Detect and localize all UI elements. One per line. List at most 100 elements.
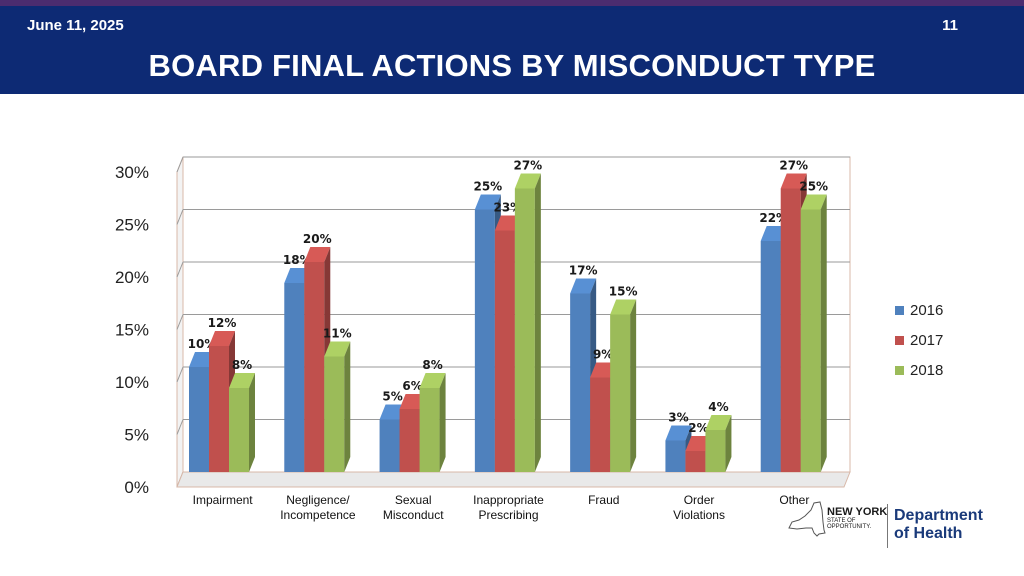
legend-swatch-2017 xyxy=(895,335,904,345)
data-label-2017: 20% xyxy=(303,232,332,246)
x-category-label: Impairment xyxy=(193,493,254,507)
bar-2018 xyxy=(705,430,726,472)
bar-2016 xyxy=(474,209,495,472)
data-label-2018: 11% xyxy=(323,327,352,341)
data-label-2017: 27% xyxy=(779,159,808,173)
bar-top-2018 xyxy=(419,373,446,388)
bar-side-2018 xyxy=(249,373,255,472)
bar-top-2018 xyxy=(705,415,732,430)
bar-top-2016 xyxy=(474,194,501,210)
x-category-label: Other xyxy=(779,493,809,507)
bar-2017 xyxy=(399,409,420,472)
y-tick-label: 25% xyxy=(115,216,149,235)
slide-page-number: 11 xyxy=(942,17,958,34)
gridline-side xyxy=(176,261,184,278)
bar-top-2016 xyxy=(665,425,692,441)
bar-2017 xyxy=(590,377,611,472)
bar-top-2017 xyxy=(209,331,235,346)
x-category-label: Inappropriate xyxy=(473,493,544,507)
x-category-label: Violations xyxy=(673,508,725,522)
data-label-2017: 12% xyxy=(208,316,237,330)
bar-2017 xyxy=(685,451,706,472)
ny-line-1: NEW YORK xyxy=(827,506,888,518)
data-label-2017: 9% xyxy=(593,348,613,362)
bar-2016 xyxy=(570,293,591,472)
bar-2016 xyxy=(379,419,400,472)
data-label-2018: 25% xyxy=(799,180,828,194)
bar-top-2016 xyxy=(189,352,215,367)
slide-header: June 11, 2025 11 BOARD FINAL ACTIONS BY … xyxy=(0,6,1024,94)
data-label-2016: 5% xyxy=(382,390,402,404)
nys-doh-logo: NEW YORK STATE OF OPPORTUNITY. Departmen… xyxy=(787,500,997,560)
y-tick-label: 20% xyxy=(115,268,149,287)
gridline-side xyxy=(176,366,184,383)
bar-2017 xyxy=(304,262,325,472)
bar-2016 xyxy=(284,283,305,472)
x-category-label: Misconduct xyxy=(383,508,444,522)
gridline-side xyxy=(176,314,184,330)
legend-swatch-2016 xyxy=(895,305,904,315)
x-category-label: Negligence/ xyxy=(286,493,350,507)
top-accent-strip xyxy=(0,0,1024,6)
data-label-2016: 3% xyxy=(668,411,688,425)
bar-top-2017 xyxy=(685,436,712,451)
ny-state-wordmark: NEW YORK STATE OF OPPORTUNITY. xyxy=(827,506,888,531)
bar-top-2016 xyxy=(570,278,597,294)
bar-top-2017 xyxy=(304,247,331,262)
ny-line-2: STATE OF xyxy=(827,518,856,524)
y-tick-label: 10% xyxy=(115,373,149,392)
data-label-2017: 2% xyxy=(688,421,708,435)
legend-label-2018: 2018 xyxy=(910,361,944,379)
legend-label-2017: 2017 xyxy=(910,331,944,349)
bar-top-2018 xyxy=(514,173,541,189)
legend-item-2018: 2018 xyxy=(895,355,943,385)
bar-side-2018 xyxy=(534,173,541,472)
data-label-2017: 6% xyxy=(402,379,422,393)
bar-side-2018 xyxy=(439,373,446,472)
bar-top-2016 xyxy=(760,226,787,241)
bar-top-2017 xyxy=(780,173,807,189)
bar-2017 xyxy=(780,188,801,472)
data-label-2018: 8% xyxy=(422,358,442,372)
bar-top-2016 xyxy=(379,404,406,420)
bar-top-2016 xyxy=(284,268,311,283)
y-tick-label: 5% xyxy=(124,426,149,445)
bar-2016 xyxy=(760,241,781,472)
bar-side-2018 xyxy=(820,194,827,472)
bar-2018 xyxy=(324,356,345,472)
dept-line-2: of Health xyxy=(894,525,963,542)
x-category-label: Prescribing xyxy=(478,508,538,522)
bar-2016 xyxy=(189,367,209,472)
bar-2018 xyxy=(610,314,631,472)
y-tick-label: 30% xyxy=(115,163,149,182)
new-york-state-map-icon xyxy=(788,501,826,537)
legend-item-2017: 2017 xyxy=(895,325,943,355)
data-label-2018: 8% xyxy=(232,358,252,372)
bar-top-2017 xyxy=(494,215,521,231)
data-label-2018: 4% xyxy=(708,400,728,414)
bar-2016 xyxy=(665,440,686,472)
chart-floor xyxy=(176,471,851,488)
y-tick-label: 0% xyxy=(124,478,149,497)
data-label-2016: 17% xyxy=(569,264,598,278)
bar-side-2018 xyxy=(725,415,732,472)
bar-2018 xyxy=(800,209,821,472)
legend-item-2016: 2016 xyxy=(895,295,943,325)
data-label-2018: 15% xyxy=(609,285,638,299)
data-label-2018: 27% xyxy=(513,159,542,173)
legend-swatch-2018 xyxy=(895,365,904,375)
bar-top-2018 xyxy=(800,194,827,210)
bar-top-2017 xyxy=(590,362,617,378)
bar-2018 xyxy=(514,188,535,472)
dept-line-1: Department xyxy=(894,507,983,524)
x-category-label: Fraud xyxy=(588,493,619,507)
bar-top-2018 xyxy=(229,373,255,388)
gridline-side xyxy=(176,419,184,435)
ny-line-3: OPPORTUNITY. xyxy=(827,524,872,530)
bar-side-2018 xyxy=(344,341,351,472)
bar-2018 xyxy=(229,388,249,472)
department-wordmark: Department of Health xyxy=(894,507,983,543)
bar-top-2017 xyxy=(399,394,426,409)
slide-title: BOARD FINAL ACTIONS BY MISCONDUCT TYPE xyxy=(148,48,876,83)
data-label-2016: 25% xyxy=(473,180,502,194)
